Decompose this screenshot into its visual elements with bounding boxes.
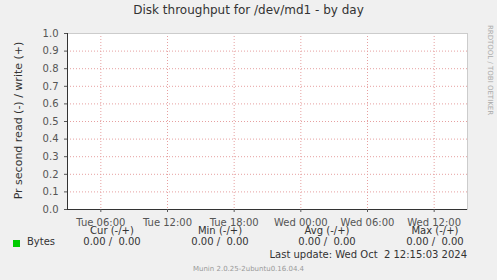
html-text:Last update: Wed Oct 2 12:15:0: Last update: Wed Oct 2 12:15:03 2024 [269,249,467,260]
html-text:Max (-/+): Max (-/+) [411,225,459,236]
html-text:Munin 2.0.25-2ubuntu0.16.04.4: Munin 2.0.25-2ubuntu0.16.04.4 [192,265,304,273]
svg-text:0.8: 0.8 [43,63,59,74]
html-text:0.00 / 0.00: 0.00 / 0.00 [406,236,464,247]
svg-text:0.7: 0.7 [43,81,59,92]
svg-text:Tue 06:00: Tue 06:00 [76,216,126,228]
html-text:Bytes: Bytes [27,236,56,247]
html-text:0.00 / 0.00: 0.00 / 0.00 [298,236,356,247]
html-text:Disk throughput for /dev/md1 -: Disk throughput for /dev/md1 - by day [133,3,364,17]
svg-text:0.9: 0.9 [43,45,59,56]
html-text:0.00 / 0.00: 0.00 / 0.00 [83,236,141,247]
svg-text:0.0: 0.0 [43,204,59,215]
svg-text:0.6: 0.6 [43,98,59,109]
svg-text:Wed 12:00: Wed 12:00 [407,216,462,228]
html-text:Min (-/+): Min (-/+) [198,225,242,236]
html-text:RRDTOOL / TOBI OETIKER: RRDTOOL / TOBI OETIKER [486,24,494,116]
svg-text:Tue 18:00: Tue 18:00 [209,216,259,228]
svg-text:Wed 06:00: Wed 06:00 [340,216,395,228]
svg-text:0.3: 0.3 [43,151,59,162]
svg-text:0.2: 0.2 [43,169,59,180]
html-text:Cur (-/+): Cur (-/+) [90,225,134,236]
svg-text:Wed 00:00: Wed 00:00 [273,216,328,228]
svg-text:0.1: 0.1 [43,186,59,197]
svg-text:0.4: 0.4 [43,133,59,144]
svg-text:1.0: 1.0 [43,28,59,39]
html-text:Avg (-/+): Avg (-/+) [304,225,350,236]
svg-text:0.5: 0.5 [43,116,59,127]
svg-text:Tue 12:00: Tue 12:00 [142,217,192,228]
html-text:0.00 / 0.00: 0.00 / 0.00 [191,236,249,247]
html-text:Pr second read (-) / write (+): Pr second read (-) / write (+) [11,41,25,200]
